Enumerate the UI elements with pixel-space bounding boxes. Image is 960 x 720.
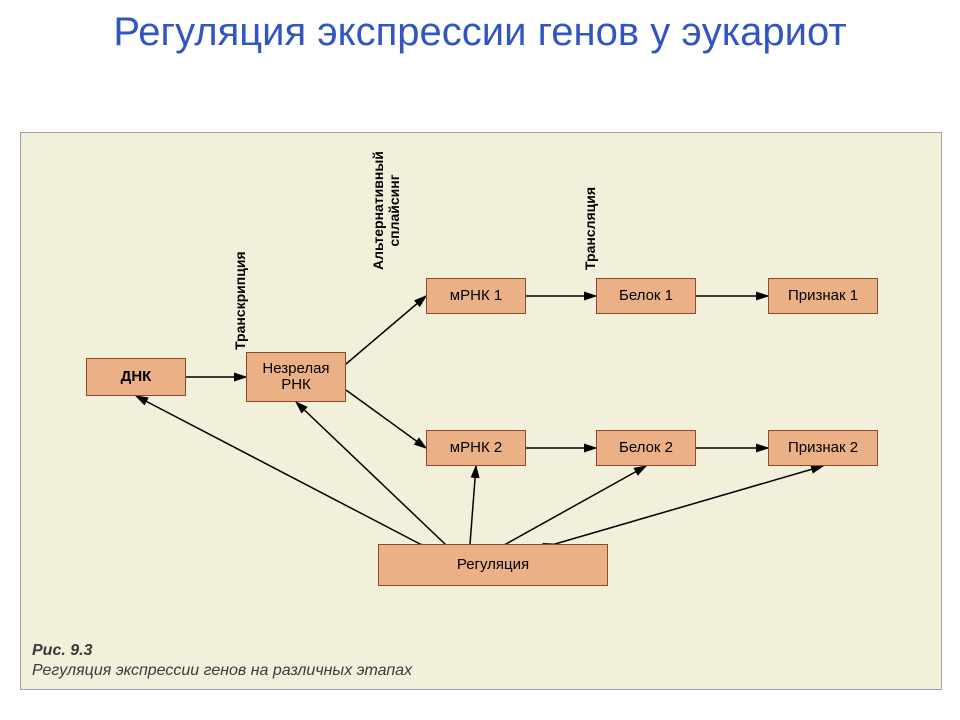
stage-label-0: Транскрипция bbox=[232, 251, 248, 350]
node-prot1: Белок 1 bbox=[596, 278, 696, 314]
stage-label-2: Трансляция bbox=[582, 187, 598, 270]
node-pre: НезрелаяРНК bbox=[246, 352, 346, 402]
figure-number: Рис. 9.3 bbox=[32, 642, 92, 660]
node-trait1: Признак 1 bbox=[768, 278, 878, 314]
figure-caption: Регуляция экспрессии генов на различных … bbox=[32, 662, 412, 680]
diagram-panel bbox=[20, 132, 942, 690]
node-mrna2: мРНК 2 bbox=[426, 430, 526, 466]
node-dnk: ДНК bbox=[86, 358, 186, 396]
slide-title: Регуляция экспрессии генов у эукариот bbox=[0, 8, 960, 56]
stage-label-1: Альтернативныйсплайсинг bbox=[370, 151, 402, 270]
node-reg: Регуляция bbox=[378, 544, 608, 586]
node-trait2: Признак 2 bbox=[768, 430, 878, 466]
node-mrna1: мРНК 1 bbox=[426, 278, 526, 314]
slide: Регуляция экспрессии генов у эукариот ДН… bbox=[0, 0, 960, 720]
node-prot2: Белок 2 bbox=[596, 430, 696, 466]
